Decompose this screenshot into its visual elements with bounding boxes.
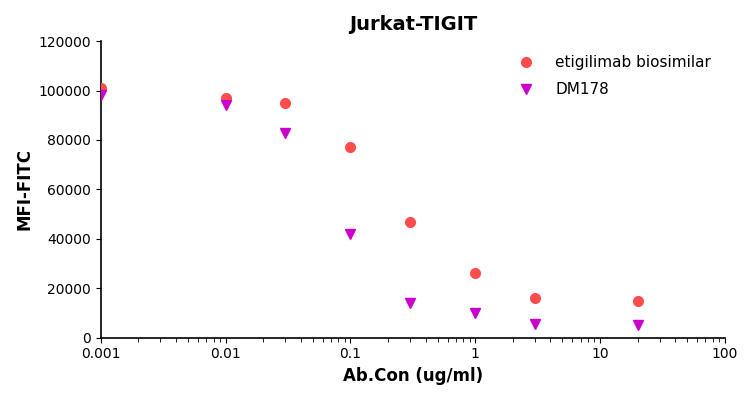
etigilimab biosimilar xyxy=(530,296,539,300)
DM178 xyxy=(405,301,414,306)
Legend: etigilimab biosimilar, DM178: etigilimab biosimilar, DM178 xyxy=(503,49,717,103)
X-axis label: Ab.Con (ug/ml): Ab.Con (ug/ml) xyxy=(343,367,483,385)
etigilimab biosimilar xyxy=(96,86,105,90)
DM178 xyxy=(633,323,642,328)
etigilimab biosimilar xyxy=(221,96,230,100)
Y-axis label: MFI-FITC: MFI-FITC xyxy=(15,148,33,230)
DM178 xyxy=(471,311,480,316)
Line: DM178: DM178 xyxy=(96,91,642,330)
etigilimab biosimilar xyxy=(346,145,355,150)
etigilimab biosimilar xyxy=(281,100,290,105)
etigilimab biosimilar xyxy=(471,271,480,276)
Title: Jurkat-TIGIT: Jurkat-TIGIT xyxy=(349,15,477,34)
DM178 xyxy=(281,130,290,135)
Line: etigilimab biosimilar: etigilimab biosimilar xyxy=(96,83,642,306)
etigilimab biosimilar xyxy=(405,219,414,224)
DM178 xyxy=(530,322,539,326)
etigilimab biosimilar xyxy=(633,298,642,303)
DM178 xyxy=(221,103,230,108)
DM178 xyxy=(346,232,355,236)
DM178 xyxy=(96,93,105,98)
